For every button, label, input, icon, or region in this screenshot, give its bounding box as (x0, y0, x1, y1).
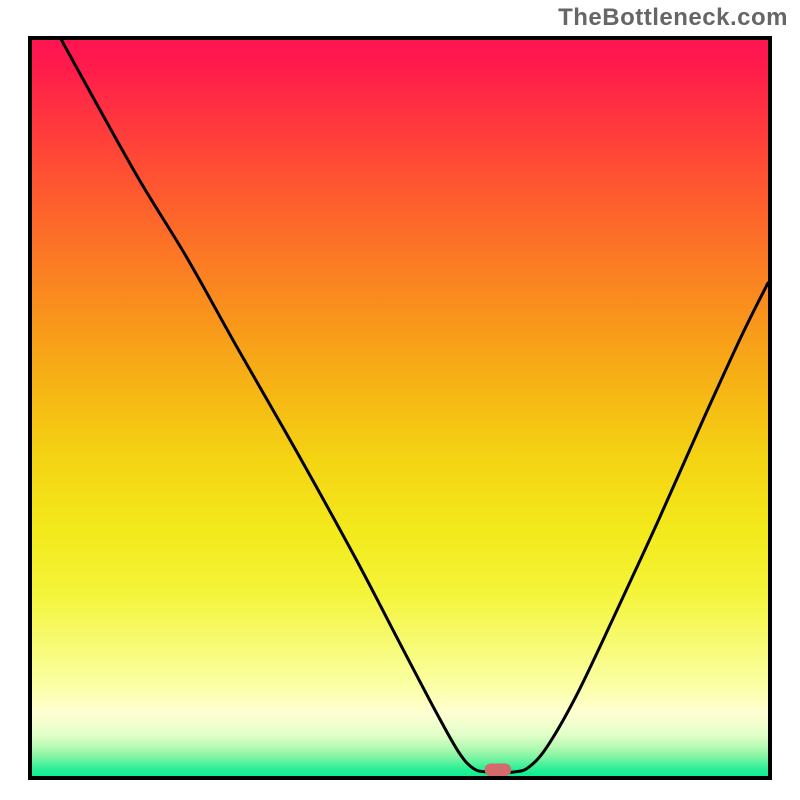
optimal-marker (485, 763, 512, 776)
gradient-background (32, 40, 768, 776)
bottleneck-plot (0, 0, 800, 800)
chart-stage: TheBottleneck.com (0, 0, 800, 800)
